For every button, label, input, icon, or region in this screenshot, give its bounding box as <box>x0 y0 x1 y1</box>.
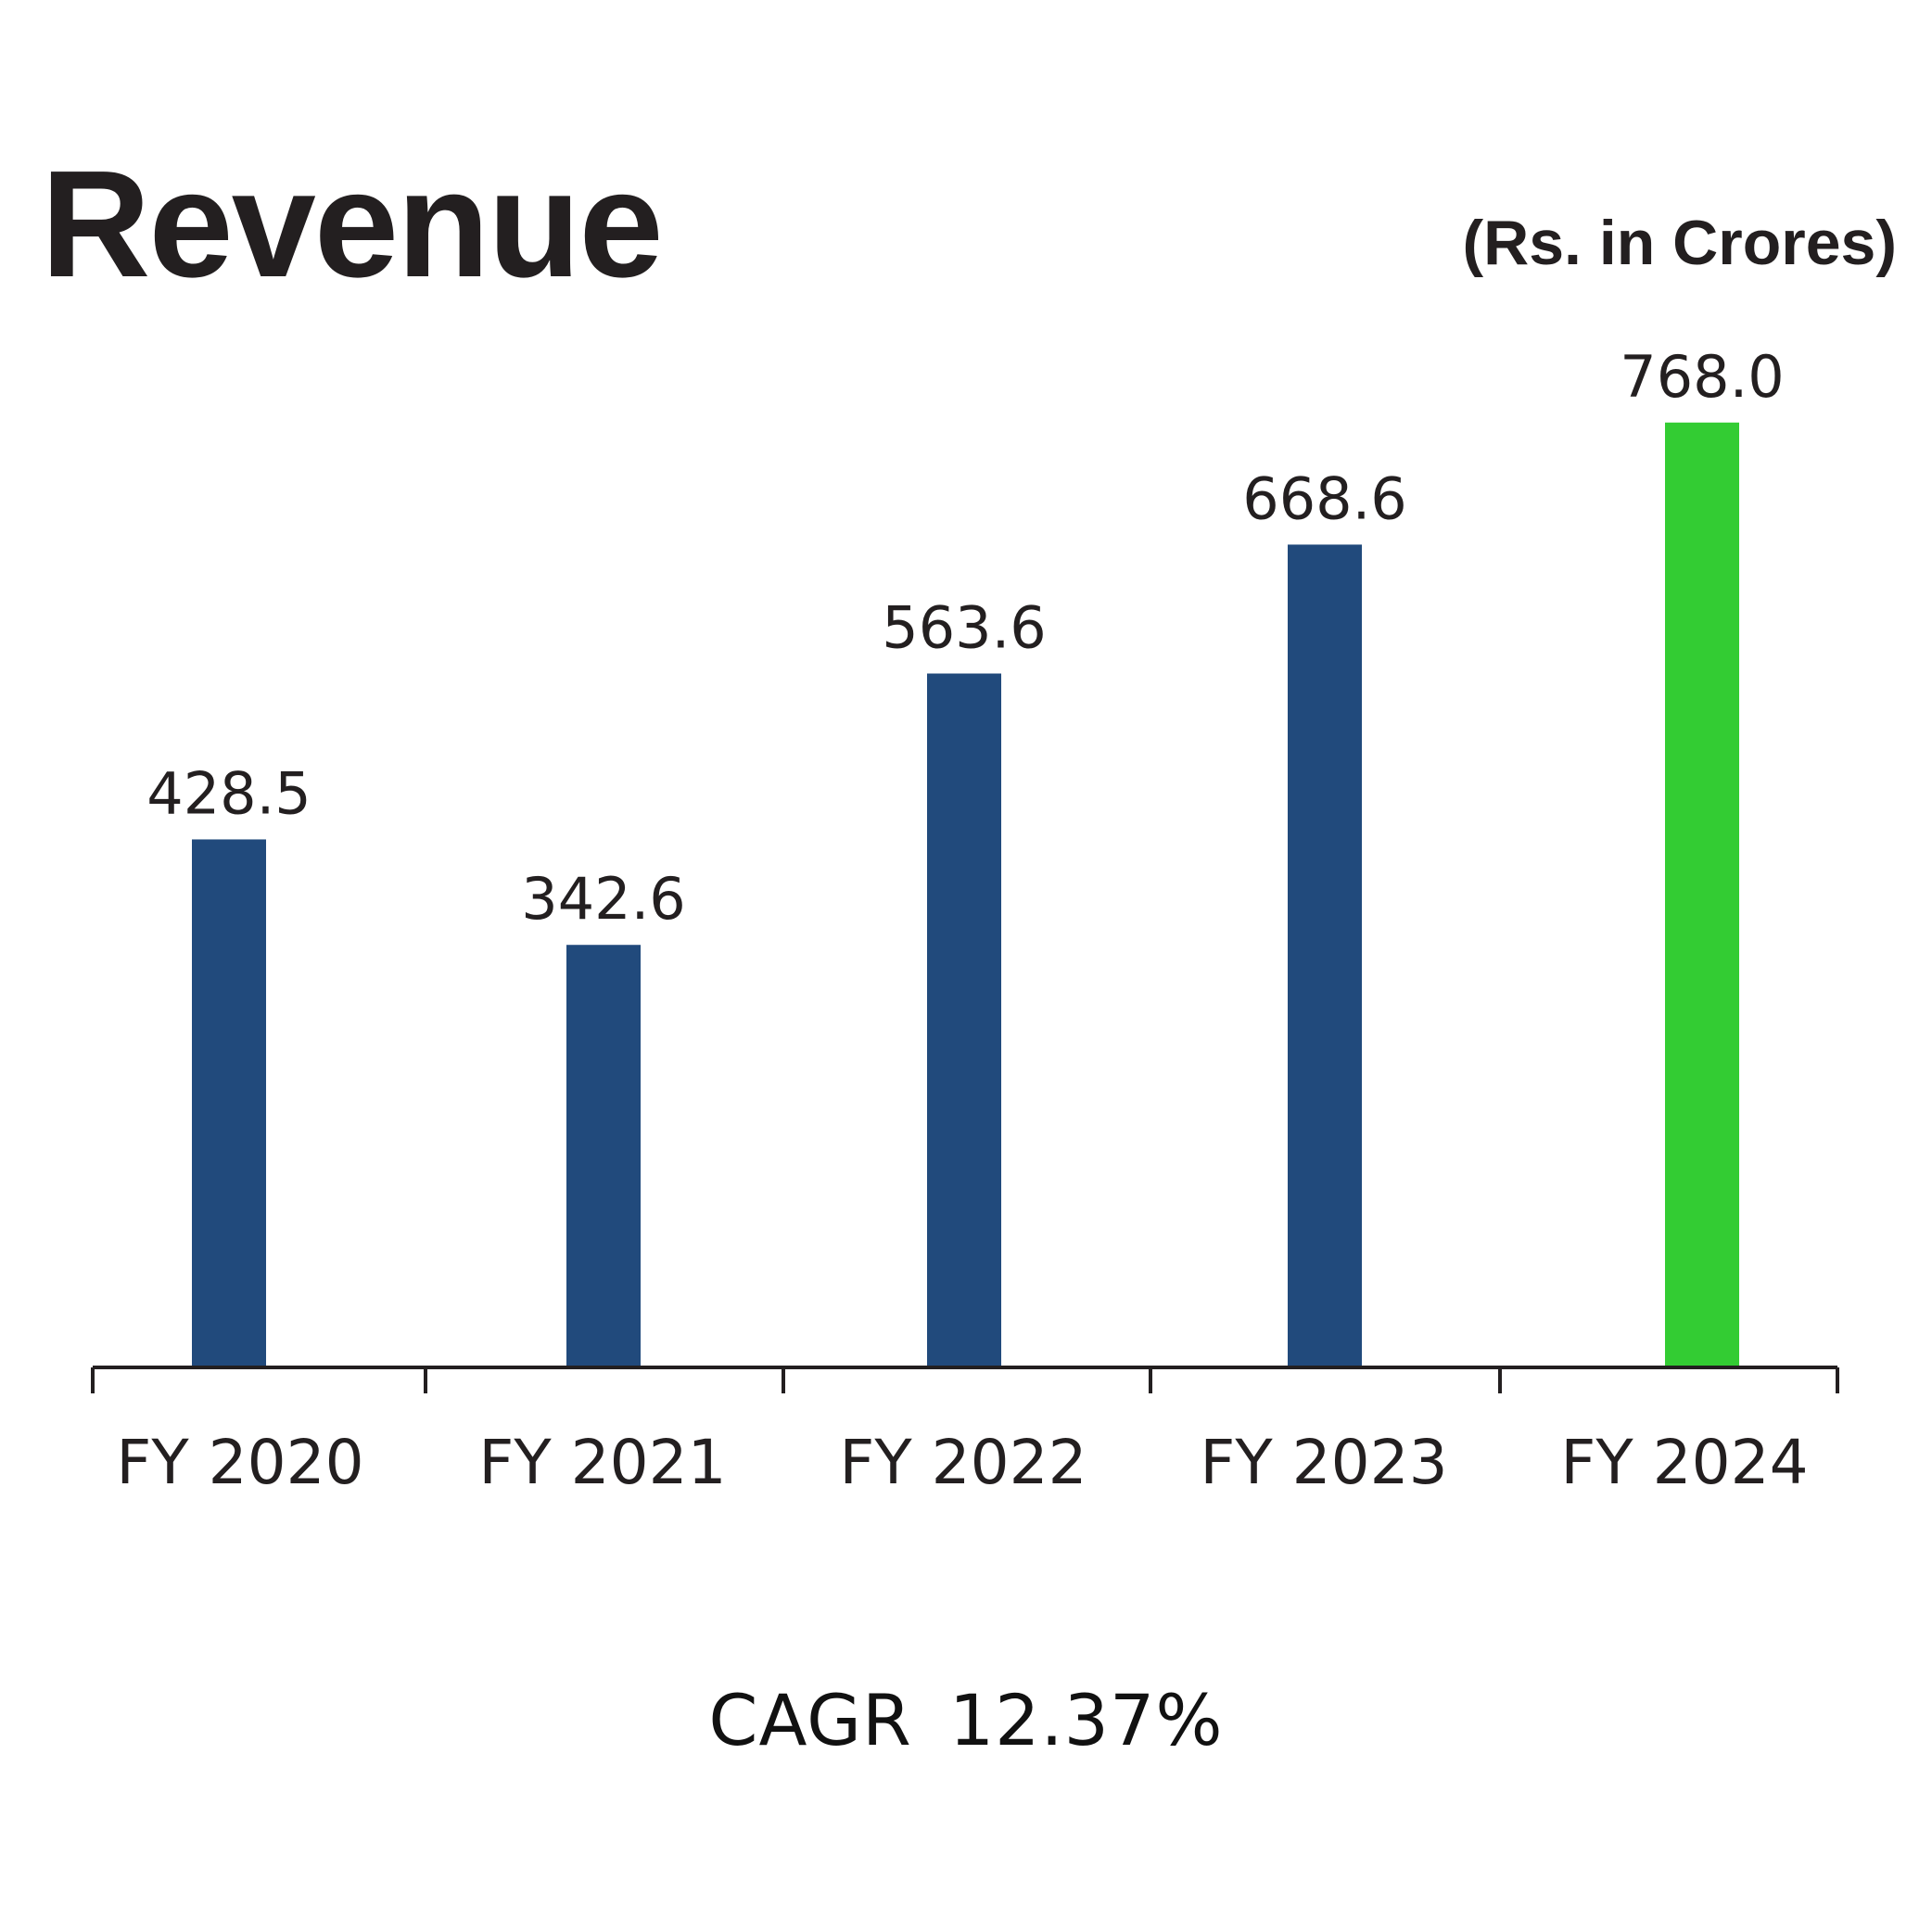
data-label-fy-2022: 563.6 <box>882 594 1047 662</box>
data-label-fy-2023: 668.6 <box>1242 464 1407 532</box>
x-tick-label-fy-2024: FY 2024 <box>1560 1427 1808 1498</box>
bar-fy-2022 <box>927 673 1001 1366</box>
bar-fy-2020 <box>192 839 266 1366</box>
chart-title: Revenue <box>41 139 664 309</box>
x-tick-label-fy-2022: FY 2022 <box>839 1427 1087 1498</box>
x-tick-label-fy-2023: FY 2023 <box>1200 1427 1447 1498</box>
cagr-note: CAGR 12.37% <box>0 1685 1932 1756</box>
bar-fy-2024 <box>1665 422 1739 1366</box>
data-label-fy-2024: 768.0 <box>1620 343 1785 411</box>
bar-fy-2021 <box>566 945 641 1366</box>
x-tick-label-fy-2020: FY 2020 <box>116 1427 363 1498</box>
unit-label: (Rs. in Crores) <box>1462 208 1897 278</box>
bar-fy-2023 <box>1288 544 1362 1366</box>
data-label-fy-2021: 342.6 <box>521 865 686 933</box>
x-tick-label-fy-2021: FY 2021 <box>478 1427 726 1498</box>
cagr-value: 12.37% <box>948 1679 1224 1761</box>
cagr-label: CAGR <box>708 1679 912 1761</box>
data-label-fy-2020: 428.5 <box>146 759 311 827</box>
